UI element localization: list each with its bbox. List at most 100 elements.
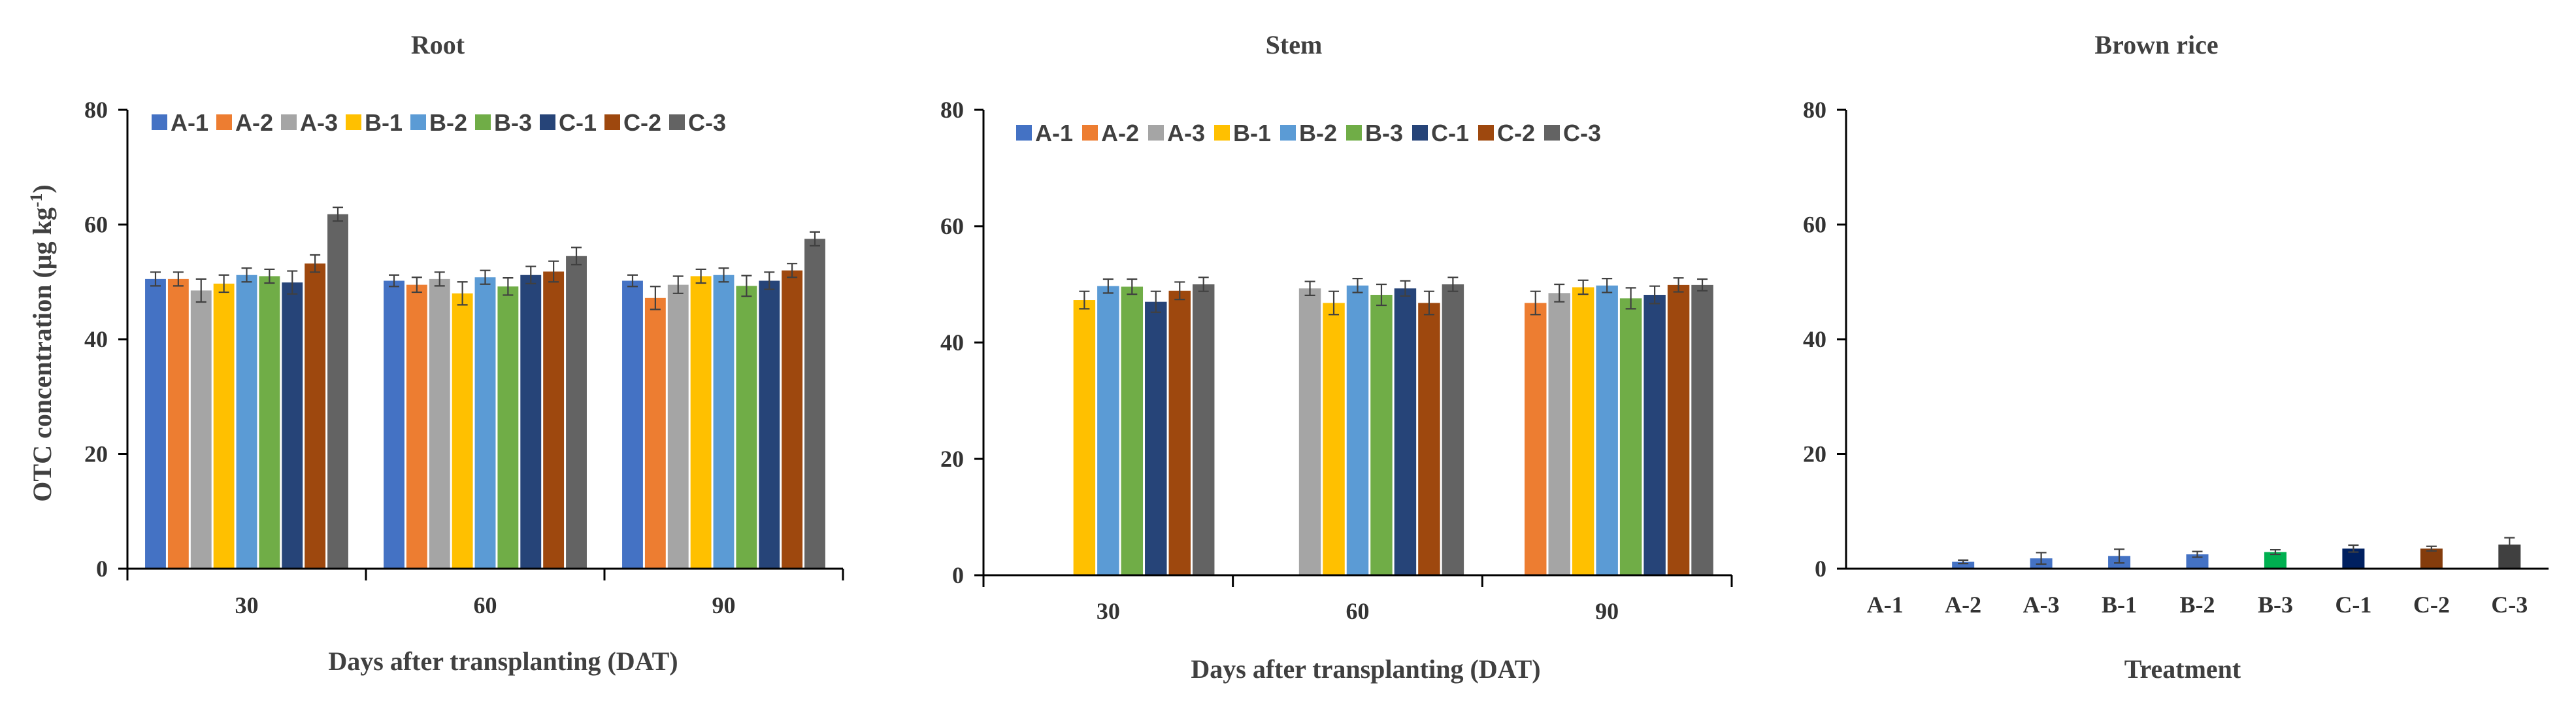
stem-y-ticks: 0 20 40 60 80 [940, 97, 964, 588]
stem-bar-b-2-60 [1346, 285, 1369, 575]
root-bar-b-3-90 [736, 286, 757, 569]
stem-bar-c-3-30 [1192, 284, 1215, 575]
stem-bar-c-3-60 [1442, 284, 1464, 575]
root-bar-a-1-60 [384, 280, 405, 569]
root-bar-b-2-30 [236, 275, 257, 569]
root-legend-swatch-b-3 [475, 114, 491, 130]
rice-error-bar-c-3 [2504, 537, 2515, 552]
root-chart: Root OTC concentration (μg kg-1) 0 20 40 60… [27, 30, 844, 676]
root-error-bar-c-3-30 [333, 207, 344, 222]
stem-legend-swatch-b-3 [1346, 125, 1362, 141]
stem-legend-label-c-2: C-2 [1497, 120, 1535, 146]
root-x-tick-label-60: 60 [474, 592, 497, 618]
root-y-ticks: 0 20 40 60 80 [84, 97, 108, 582]
stem-bar-b-3-90 [1619, 298, 1642, 575]
stem-x-axis-label: Days after transplanting (DAT) [1191, 654, 1540, 684]
stem-legend-swatch-a-3 [1148, 125, 1164, 141]
stem-legend-item-a-2: A-2 [1082, 120, 1139, 146]
rice-error-bar-b-3 [2270, 548, 2281, 556]
root-error-bar-a-3-60 [434, 271, 445, 287]
root-legend-item-b-2: B-2 [410, 109, 467, 136]
stem-bar-b-3-30 [1121, 286, 1144, 575]
rice-x-tick-label-b-2: B-2 [2180, 592, 2215, 618]
root-error-bar-a-1-60 [388, 274, 399, 288]
rice-error-bar-a-2 [1958, 559, 1969, 565]
root-legend-label-c-2: C-2 [623, 109, 661, 136]
stem-error-bar-b-3-90 [1625, 287, 1636, 310]
rice-y-tick-label-60: 60 [1803, 212, 1826, 238]
stem-legend-label-c-3: C-3 [1563, 120, 1601, 146]
stem-y-tick-label-20: 20 [940, 446, 964, 472]
stem-error-bar-c-2-30 [1174, 281, 1185, 301]
root-legend-swatch-c-3 [669, 114, 685, 130]
root-error-bar-c-2-30 [310, 254, 321, 273]
stem-error-bar-b-3-60 [1376, 283, 1387, 307]
brown-rice-y-ticks: 0 20 40 60 80 [1803, 97, 1826, 582]
root-y-tick-label-80: 80 [84, 97, 108, 123]
rice-x-tick-label-a-2: A-2 [1945, 592, 1981, 618]
root-error-bar-a-2-90 [650, 286, 661, 310]
root-legend-swatch-a-2 [216, 114, 232, 130]
root-legend-label-c-3: C-3 [688, 109, 726, 136]
stem-legend-item-c-2: C-2 [1478, 120, 1535, 146]
stem-error-bar-c-3-90 [1697, 278, 1708, 292]
root-legend-label-b-1: B-1 [365, 109, 403, 136]
root-y-tick-label-20: 20 [84, 441, 108, 467]
root-error-bar-c-3-90 [810, 231, 821, 247]
root-bar-c-2-90 [782, 270, 803, 569]
root-error-bar-a-3-90 [672, 275, 684, 294]
stem-legend-label-b-3: B-3 [1365, 120, 1403, 146]
stem-y-tick-label-0: 0 [952, 562, 964, 588]
stem-error-bar-b-1-60 [1329, 290, 1340, 316]
rice-x-tick-label-c-1: C-1 [2335, 592, 2371, 618]
brown-rice-title: Brown rice [2094, 30, 2218, 59]
stem-legend-item-b-3: B-3 [1346, 120, 1403, 146]
stem-error-bar-c-2-60 [1423, 290, 1434, 316]
stem-bar-b-3-60 [1370, 295, 1393, 575]
rice-error-bar-b-2 [2192, 550, 2203, 558]
brown-rice-x-axis-label: Treatment [2124, 654, 2241, 684]
stem-bar-c-2-60 [1418, 303, 1440, 575]
stem-error-bar-c-2-90 [1673, 277, 1684, 293]
root-y-tick-label-40: 40 [84, 326, 108, 352]
stem-error-bar-c-3-60 [1447, 277, 1459, 292]
root-legend-swatch-a-3 [281, 114, 297, 130]
stem-error-bar-a-3-90 [1554, 283, 1565, 303]
root-bar-c-1-60 [520, 275, 542, 569]
stem-legend-swatch-a-1 [1016, 125, 1032, 141]
root-error-bar-a-1-90 [627, 274, 638, 288]
root-legend-item-a-3: A-3 [281, 109, 338, 136]
stem-error-bar-c-3-30 [1198, 277, 1209, 292]
rice-x-tick-label-a-1: A-1 [1867, 592, 1904, 618]
stem-error-bar-c-1-30 [1150, 290, 1161, 313]
stem-bar-c-1-60 [1394, 288, 1417, 575]
stem-error-bar-c-1-60 [1400, 280, 1411, 297]
root-legend-label-a-2: A-2 [235, 109, 273, 136]
stem-y-tick-label-40: 40 [940, 329, 964, 356]
rice-x-tick-label-a-3: A-3 [2023, 592, 2060, 618]
root-legend-item-b-1: B-1 [346, 109, 403, 136]
brown-rice-x-ticks: A-1 A-2 A-3 B-1 B-2 B-3 C-1 C-2 C-3 [1867, 592, 2528, 618]
stem-x-tick-label-60: 60 [1346, 598, 1370, 624]
rice-x-tick-label-c-3: C-3 [2491, 592, 2528, 618]
stem-error-bar-b-2-90 [1602, 278, 1613, 293]
root-legend-item-b-3: B-3 [475, 109, 532, 136]
root-legend-swatch-b-1 [346, 114, 361, 130]
rice-bar-c-2 [2420, 548, 2443, 569]
stem-x-ticks: 30 60 90 [1097, 598, 1619, 624]
root-bar-c-3-90 [804, 239, 825, 569]
root-error-bar-b-2-90 [718, 267, 729, 283]
rice-error-bar-a-3 [2036, 552, 2047, 565]
root-error-bar-c-2-90 [787, 263, 798, 278]
stem-legend-item-b-2: B-2 [1280, 120, 1337, 146]
stem-error-bar-b-2-60 [1352, 278, 1363, 293]
root-legend-item-a-1: A-1 [152, 109, 208, 136]
rice-y-tick-label-20: 20 [1803, 441, 1826, 467]
stem-title: Stem [1266, 30, 1323, 59]
root-legend-label-a-3: A-3 [300, 109, 338, 136]
root-x-tick-label-30: 30 [235, 592, 259, 618]
brown-rice-axes [1837, 109, 2549, 570]
stem-legend: A-1 A-2 A-3 B-1 B-2 B-3 C-1 C-2 C-3 [1016, 120, 1601, 146]
root-bar-a-3-90 [667, 284, 689, 569]
